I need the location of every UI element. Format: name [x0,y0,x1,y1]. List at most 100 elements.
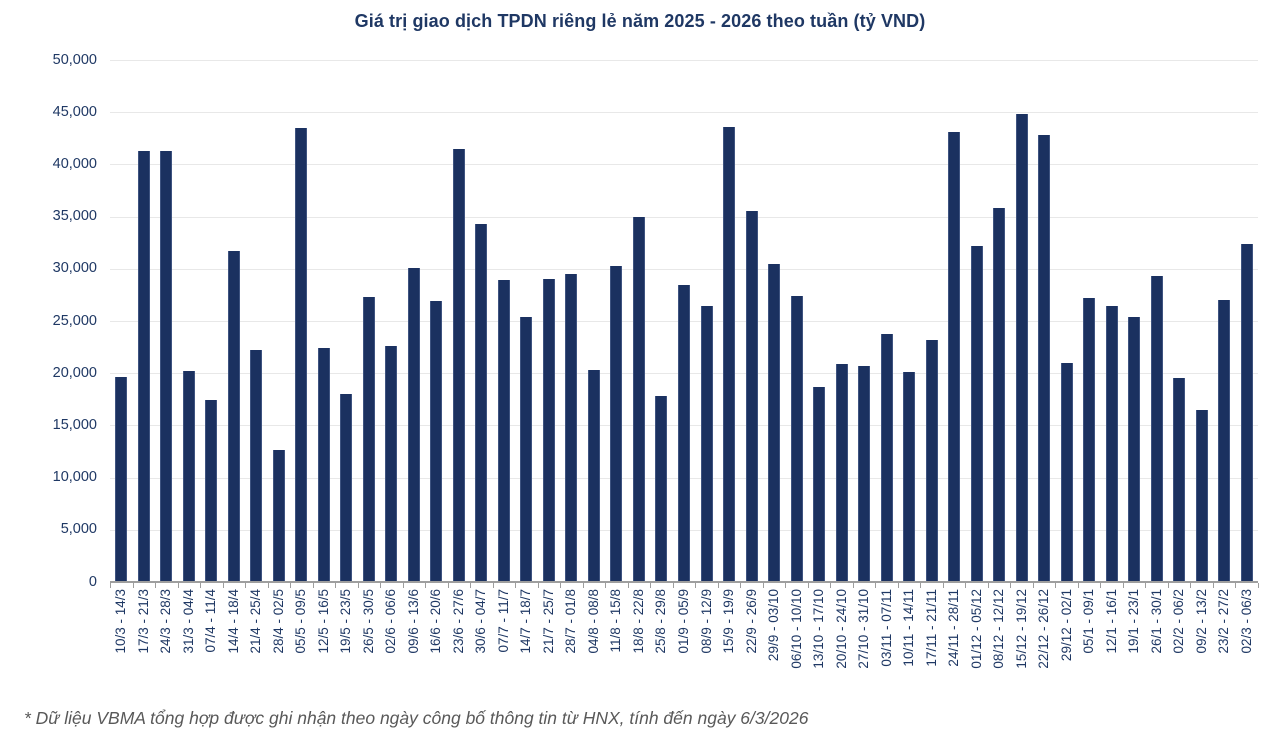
x-axis-tick [830,583,832,588]
x-axis-label-cell: 17/11 - 21/11 [920,589,943,691]
bar [903,371,916,582]
bar [1128,317,1141,582]
x-axis-tick [1032,583,1034,588]
bar [700,305,713,582]
x-axis-tick [470,583,472,588]
x-axis-tick [672,583,674,588]
bar [858,366,871,582]
x-axis-label-cell: 14/4 - 18/4 [223,589,246,691]
x-axis-tick [357,583,359,588]
x-axis-label-cell: 23/2 - 27/2 [1213,589,1236,691]
x-axis-label-cell: 01/12 - 05/12 [965,589,988,691]
bar [542,279,555,582]
bar [678,284,690,582]
x-axis-label-cell: 28/7 - 01/8 [560,589,583,691]
bar [497,280,510,582]
x-axis-label: 05/5 - 09/5 [293,589,309,654]
bar [1218,299,1231,582]
x-axis-label-cell: 28/4 - 02/5 [268,589,291,691]
bar [407,268,420,582]
x-axis-label-cell: 21/7 - 25/7 [538,589,561,691]
x-axis-label-cell: 22/12 - 26/12 [1033,589,1056,691]
x-axis-label-cell: 04/8 - 08/8 [583,589,606,691]
x-axis-tick [582,583,584,588]
bar [610,265,623,582]
x-axis-label-cell: 17/3 - 21/3 [133,589,156,691]
x-axis-label-cell: 12/5 - 16/5 [313,589,336,691]
x-axis-label-cell: 15/12 - 19/12 [1010,589,1033,691]
bar [745,210,758,582]
chart-title: Giá trị giao dịch TPDN riêng lẻ năm 2025… [354,11,926,31]
x-axis-tick [290,583,292,588]
x-axis-label-cell: 30/6 - 04/7 [470,589,493,691]
x-axis-tick [695,583,697,588]
x-axis-tick [1212,583,1214,588]
bar [115,377,128,582]
bar [790,295,803,582]
x-axis-label-cell: 05/5 - 09/5 [290,589,313,691]
x-axis-label: 21/4 - 25/4 [248,589,264,654]
bar [1015,114,1028,582]
bar [587,370,600,582]
x-axis-label-cell: 13/10 - 17/10 [808,589,831,691]
x-axis-tick [402,583,404,588]
bar [137,150,150,582]
x-axis-label-cell: 08/9 - 12/9 [695,589,718,691]
x-axis-label-cell: 29/9 - 03/10 [763,589,786,691]
plot-area [110,60,1258,582]
x-axis-label: 21/7 - 25/7 [540,589,556,654]
x-axis-label: 08/12 - 12/12 [991,589,1007,669]
x-axis-label: 29/12 - 02/1 [1058,589,1074,662]
x-axis-label-cell: 25/8 - 29/8 [650,589,673,691]
x-axis-label-cell: 05/1 - 09/1 [1078,589,1101,691]
x-axis-tick [762,583,764,588]
x-axis-tick [1167,583,1169,588]
x-axis-tick [267,583,269,588]
y-axis-label: 40,000 [52,155,97,172]
x-axis-label-cell: 09/6 - 13/6 [403,589,426,691]
x-axis-label: 04/8 - 08/8 [585,589,601,654]
bar [813,387,826,582]
x-axis-label-cell: 10/11 - 14/11 [898,589,921,691]
bar [723,126,736,582]
x-axis-tick [965,583,967,588]
x-axis-tick [177,583,179,588]
x-axis-tick [807,583,809,588]
x-axis-tick [560,583,562,588]
x-axis-label-cell: 14/7 - 18/7 [515,589,538,691]
x-axis-line [110,581,1258,583]
x-axis-label: 22/9 - 26/9 [743,589,759,654]
x-axis-label-cell: 09/2 - 13/2 [1190,589,1213,691]
x-axis-label: 19/5 - 23/5 [338,589,354,654]
bar [340,394,353,582]
x-axis-tick [1190,583,1192,588]
x-axis-label: 05/1 - 09/1 [1081,589,1097,654]
x-axis-label-cell: 22/9 - 26/9 [740,589,763,691]
bar [205,399,218,582]
gridline [110,268,1258,270]
bar [1173,378,1186,582]
bar [362,296,375,582]
x-axis-tick [1055,583,1057,588]
x-axis-label: 31/3 - 04/4 [180,589,196,654]
bar [227,251,240,582]
x-axis-label-cell: 15/9 - 19/9 [718,589,741,691]
x-axis-label: 18/8 - 22/8 [630,589,646,654]
x-axis-tick [605,583,607,588]
x-axis-label-cell: 12/1 - 16/1 [1100,589,1123,691]
x-axis-label: 15/9 - 19/9 [721,589,736,654]
y-axis-label: 50,000 [52,51,97,68]
x-axis-label: 23/6 - 27/6 [450,589,466,654]
x-axis-tick [942,583,944,588]
bar [1105,305,1118,582]
x-axis-label-cell: 29/12 - 02/1 [1055,589,1078,691]
x-axis-label-cell: 18/8 - 22/8 [628,589,651,691]
bar [925,339,938,582]
x-axis-label: 27/10 - 31/10 [856,589,872,669]
x-axis-label-cell: 16/6 - 20/6 [425,589,448,691]
bar [317,347,330,582]
y-axis-label: 30,000 [52,260,97,277]
bar [182,370,195,582]
x-axis-tick [1122,583,1124,588]
x-axis-tick [1145,583,1147,588]
